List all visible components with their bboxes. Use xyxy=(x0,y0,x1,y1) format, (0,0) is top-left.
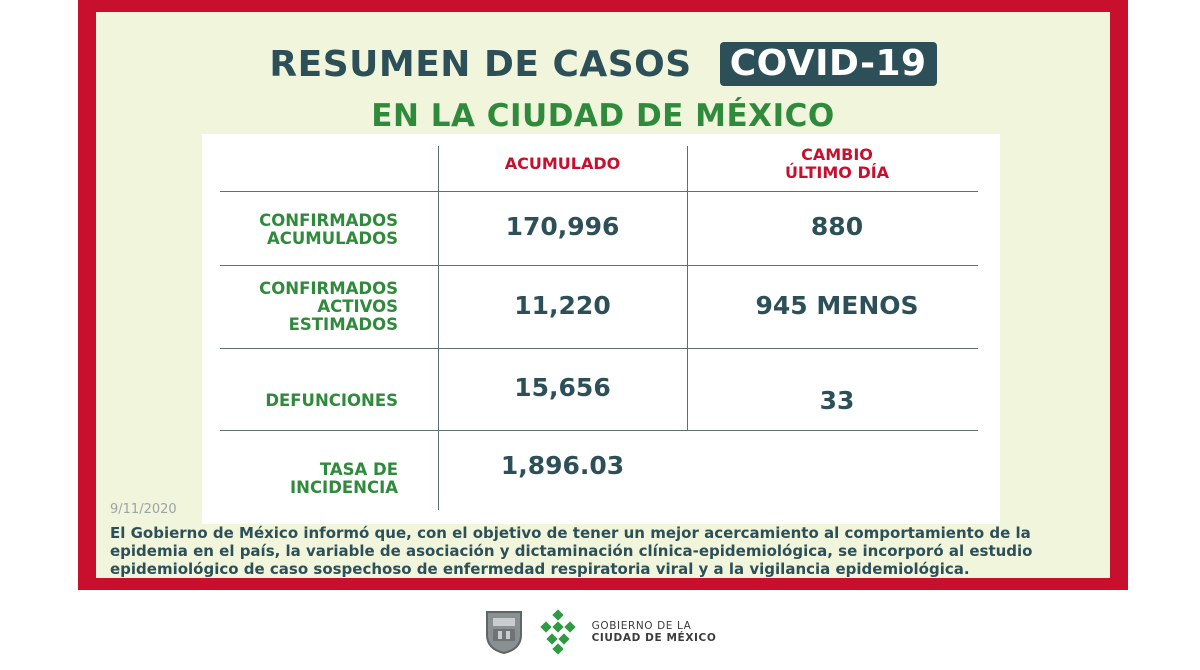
footer-logos: GOBIERNO DE LA CIUDAD DE MÉXICO xyxy=(0,604,1200,660)
summary-table: ACUMULADO CAMBIO ÚLTIMO DÍA CONFIRMADOS … xyxy=(202,134,1000,524)
column-divider xyxy=(438,146,439,510)
row-label-confirmados-activos: CONFIRMADOS ACTIVOS ESTIMADOS xyxy=(259,279,398,334)
column-divider xyxy=(687,146,688,431)
column-header-cambio: CAMBIO ÚLTIMO DÍA xyxy=(784,145,890,182)
footer-line-1: GOBIERNO DE LA xyxy=(591,620,692,632)
cell-incidencia-acumulado: 1,896.03 xyxy=(500,451,625,480)
row-label-tasa-incidencia: TASA DE INCIDENCIA xyxy=(290,460,398,497)
cell-defunciones-cambio: 33 xyxy=(819,386,855,415)
row-divider xyxy=(220,348,978,349)
coat-of-arms-icon xyxy=(484,609,524,655)
content-panel: RESUMEN DE CASOS COVID-19 EN LA CIUDAD D… xyxy=(96,12,1110,578)
page-title: RESUMEN DE CASOS xyxy=(269,43,692,85)
covid-badge: COVID-19 xyxy=(719,42,937,86)
column-header-acumulado: ACUMULADO xyxy=(504,154,621,173)
row-divider xyxy=(220,430,978,431)
footer-government-name: GOBIERNO DE LA CIUDAD DE MÉXICO xyxy=(592,620,717,644)
title-row: RESUMEN DE CASOS COVID-19 xyxy=(96,42,1110,86)
row-label-defunciones: DEFUNCIONES xyxy=(265,391,398,410)
footer-line-2: CIUDAD DE MÉXICO xyxy=(591,632,717,644)
row-divider xyxy=(220,265,978,266)
row-divider xyxy=(220,191,978,192)
cell-defunciones-acumulado: 15,656 xyxy=(514,373,611,402)
row-label-confirmados-acumulados: CONFIRMADOS ACUMULADOS xyxy=(259,211,398,248)
report-date: 9/11/2020 xyxy=(110,502,177,517)
cell-activos-cambio: 945 MENOS xyxy=(755,291,919,320)
cdmx-logo-icon xyxy=(538,609,578,655)
cell-confirmados-cambio: 880 xyxy=(810,212,864,241)
footnote-text: El Gobierno de México informó que, con e… xyxy=(110,524,1033,578)
cell-confirmados-acumulado: 170,996 xyxy=(505,212,620,241)
page-subtitle: EN LA CIUDAD DE MÉXICO xyxy=(371,98,835,134)
cell-activos-acumulado: 11,220 xyxy=(514,291,611,320)
